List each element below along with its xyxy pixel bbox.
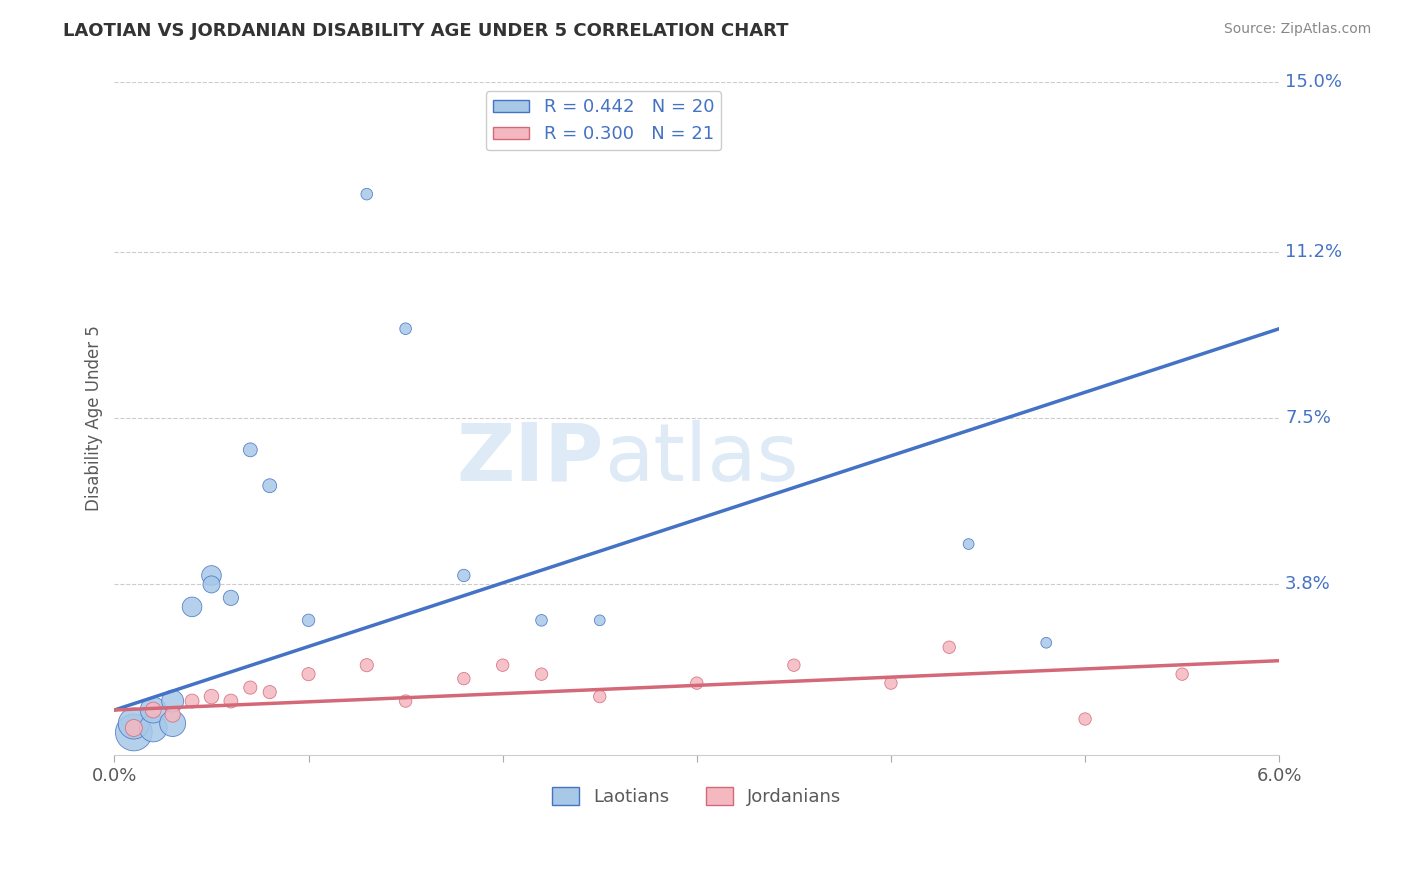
Point xyxy=(356,187,378,202)
Point xyxy=(783,658,806,673)
Point xyxy=(492,658,515,673)
Text: 15.0%: 15.0% xyxy=(1285,73,1343,91)
Point xyxy=(589,613,612,627)
Point xyxy=(239,442,262,457)
Point xyxy=(122,725,145,739)
Point xyxy=(1074,712,1097,726)
Point xyxy=(122,716,145,731)
Point xyxy=(530,667,553,681)
Point xyxy=(181,599,204,614)
Point xyxy=(957,537,980,551)
Point xyxy=(259,685,281,699)
Point xyxy=(297,613,319,627)
Point xyxy=(297,667,319,681)
Point xyxy=(589,690,612,704)
Point xyxy=(880,676,903,690)
Text: 7.5%: 7.5% xyxy=(1285,409,1331,427)
Point xyxy=(1035,636,1057,650)
Point xyxy=(162,707,184,722)
Point xyxy=(200,690,222,704)
Text: ZIP: ZIP xyxy=(457,420,603,498)
Point xyxy=(142,721,165,735)
Point xyxy=(122,721,145,735)
Point xyxy=(356,658,378,673)
Point xyxy=(530,613,553,627)
Point xyxy=(394,322,416,336)
Point xyxy=(181,694,204,708)
Point xyxy=(394,694,416,708)
Point xyxy=(162,716,184,731)
Text: Source: ZipAtlas.com: Source: ZipAtlas.com xyxy=(1223,22,1371,37)
Point xyxy=(1171,667,1194,681)
Point xyxy=(219,694,242,708)
Point xyxy=(453,568,475,582)
Legend: Laotians, Jordanians: Laotians, Jordanians xyxy=(544,780,849,814)
Point xyxy=(200,568,222,582)
Point xyxy=(239,681,262,695)
Point xyxy=(259,479,281,493)
Point xyxy=(219,591,242,605)
Point xyxy=(938,640,960,655)
Point xyxy=(453,672,475,686)
Y-axis label: Disability Age Under 5: Disability Age Under 5 xyxy=(86,326,103,511)
Point xyxy=(200,577,222,591)
Point xyxy=(142,703,165,717)
Point xyxy=(686,676,709,690)
Point xyxy=(162,694,184,708)
Text: 3.8%: 3.8% xyxy=(1285,575,1331,593)
Text: atlas: atlas xyxy=(603,420,799,498)
Point xyxy=(142,703,165,717)
Text: LAOTIAN VS JORDANIAN DISABILITY AGE UNDER 5 CORRELATION CHART: LAOTIAN VS JORDANIAN DISABILITY AGE UNDE… xyxy=(63,22,789,40)
Text: 11.2%: 11.2% xyxy=(1285,244,1343,261)
